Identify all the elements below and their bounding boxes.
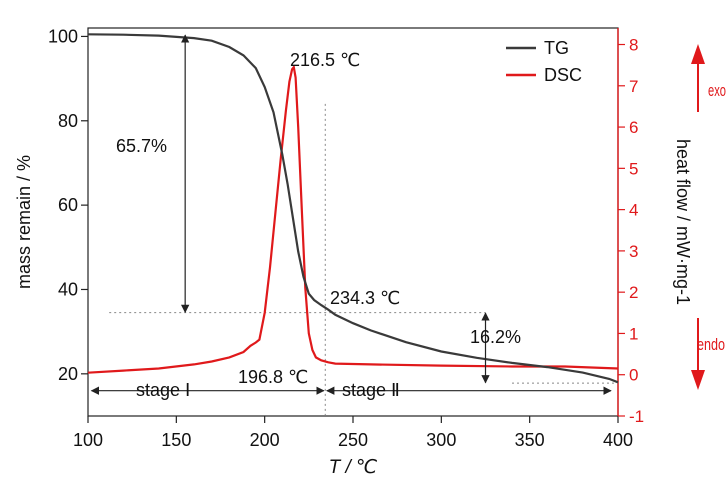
dsc-series-line <box>87 64 619 374</box>
x-tick-label-1: 150 <box>161 430 191 450</box>
x-tick-label-6: 400 <box>603 430 633 450</box>
stage1-label: stage Ⅰ <box>136 380 190 400</box>
y2-ticks: -1 0 1 2 3 4 5 6 7 8 <box>618 36 644 426</box>
y-axis-title: mass remain / % <box>14 155 34 289</box>
y2-tick-label-5: 4 <box>629 201 638 220</box>
y2-tick-label-4: 3 <box>629 242 638 261</box>
measurement-arrows <box>90 34 612 395</box>
y-tick-label-3: 80 <box>58 111 78 131</box>
exo-label: exo <box>708 81 726 100</box>
legend: TG DSC <box>506 38 582 85</box>
y2-tick-label-8: 7 <box>629 77 638 96</box>
endo-arrow-head <box>691 370 705 390</box>
loss2-label: 16.2% <box>470 327 521 347</box>
y-ticks: 20 40 60 80 100 <box>48 26 88 384</box>
y2-axis-title: heat flow / mW·mg-1 <box>673 139 693 305</box>
y2-tick-label-2: 1 <box>629 324 638 343</box>
y2-tick-label-6: 5 <box>629 159 638 178</box>
peak-label: 216.5 ℃ <box>290 50 360 70</box>
endo-label: endo <box>697 335 725 354</box>
tg-series-line <box>87 33 619 384</box>
y-tick-label-1: 40 <box>58 279 78 299</box>
x-ticks: 100 150 200 250 300 350 400 <box>73 416 633 450</box>
inflection-label: 234.3 ℃ <box>330 288 400 308</box>
exo-arrow-head <box>691 44 705 64</box>
x-tick-label-5: 350 <box>515 430 545 450</box>
y-tick-label-2: 60 <box>58 195 78 215</box>
endo-indicator: endo <box>691 318 725 390</box>
exo-indicator: exo <box>691 44 726 112</box>
plot-frame <box>87 27 619 417</box>
legend-label-dsc: DSC <box>544 65 582 85</box>
x-tick-label-3: 250 <box>338 430 368 450</box>
y2-tick-label-0: -1 <box>629 407 644 426</box>
x-axis-title: T / ℃ <box>329 457 378 478</box>
y2-tick-label-9: 8 <box>629 36 638 55</box>
x-tick-label-4: 300 <box>426 430 456 450</box>
legend-label-tg: TG <box>544 38 569 58</box>
y2-tick-label-1: 0 <box>629 366 638 385</box>
y-tick-label-0: 20 <box>58 364 78 384</box>
y2-tick-label-7: 6 <box>629 118 638 137</box>
guide-lines <box>109 103 618 416</box>
x-tick-label-0: 100 <box>73 430 103 450</box>
y2-tick-label-3: 2 <box>629 283 638 302</box>
x-tick-label-2: 200 <box>250 430 280 450</box>
stage2-label: stage Ⅱ <box>342 380 400 400</box>
onset-label: 196.8 ℃ <box>238 367 308 387</box>
y-tick-label-4: 100 <box>48 26 78 46</box>
loss1-label: 65.7% <box>116 136 167 156</box>
